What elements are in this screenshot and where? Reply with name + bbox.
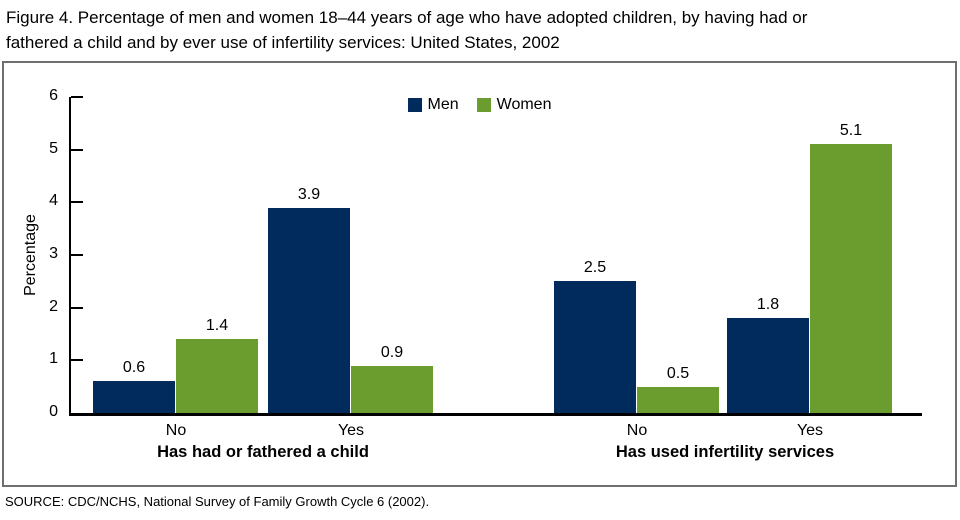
y-tick-label-5: 5 — [49, 140, 58, 157]
y-tick-5 — [71, 149, 83, 151]
y-tick-2 — [71, 307, 83, 309]
bar-men-no-panel2 — [554, 281, 636, 413]
figure-title-line1: Figure 4. Percentage of men and women 18… — [6, 8, 808, 27]
men-legend-swatch-icon — [407, 98, 422, 112]
bar-value-women-no-panel2: 0.5 — [666, 365, 690, 382]
chart-legend: Men Women — [407, 96, 552, 114]
bar-value-men-no-panel1: 0.6 — [122, 359, 146, 376]
category-label-yes-panel2: Yes — [796, 422, 824, 439]
bar-value-women-no-panel1: 1.4 — [205, 317, 229, 334]
women-legend-swatch-icon — [476, 98, 491, 112]
bar-men-yes-panel1 — [268, 208, 350, 413]
plot-area: 0 1 2 3 4 5 6 0.6 1.4 No 3.9 0.9 Yes Has had or fathe… — [4, 63, 955, 485]
x-axis-line — [69, 413, 922, 416]
y-tick-label-1: 1 — [49, 350, 58, 367]
y-tick-label-3: 3 — [49, 245, 58, 262]
chart-frame: Men Women Percentage 0 1 2 3 4 5 6 0.6 1.4 No 3.9 0… — [2, 61, 957, 487]
panel-label-2: Has used infertility services — [615, 443, 835, 461]
bar-women-yes-panel1 — [351, 366, 433, 413]
y-tick-1 — [71, 359, 83, 361]
y-tick-3 — [71, 254, 83, 256]
category-label-no-panel1: No — [165, 422, 187, 439]
category-label-no-panel2: No — [626, 422, 648, 439]
category-label-yes-panel1: Yes — [337, 422, 365, 439]
bar-men-yes-panel2 — [727, 318, 809, 413]
panel-label-1: Has had or fathered a child — [157, 443, 369, 461]
bar-value-men-no-panel2: 2.5 — [583, 259, 607, 276]
bar-value-women-yes-panel1: 0.9 — [380, 344, 404, 361]
y-axis-line — [69, 97, 71, 416]
y-tick-label-2: 2 — [49, 298, 58, 315]
source-note: SOURCE: CDC/NCHS, National Survey of Fam… — [5, 494, 430, 509]
bar-value-men-yes-panel2: 1.8 — [756, 296, 780, 313]
bar-value-men-yes-panel1: 3.9 — [297, 186, 321, 203]
figure-title: Figure 4. Percentage of men and women 18… — [6, 5, 954, 55]
bar-women-no-panel2 — [637, 387, 719, 413]
bar-value-women-yes-panel2: 5.1 — [839, 122, 863, 139]
y-tick-label-6: 6 — [49, 87, 58, 104]
bar-women-no-panel1 — [176, 339, 258, 413]
y-tick-4 — [71, 201, 83, 203]
legend-item-men: Men — [407, 96, 459, 114]
figure-title-line2: fathered a child and by ever use of infe… — [6, 33, 560, 52]
bar-women-yes-panel2 — [810, 144, 892, 413]
legend-label-women: Women — [496, 96, 552, 113]
legend-label-men: Men — [427, 96, 459, 113]
y-tick-label-0: 0 — [49, 403, 58, 420]
y-tick-label-4: 4 — [49, 192, 58, 209]
y-tick-6 — [71, 96, 83, 98]
legend-item-women: Women — [476, 96, 552, 114]
bar-men-no-panel1 — [93, 381, 175, 413]
